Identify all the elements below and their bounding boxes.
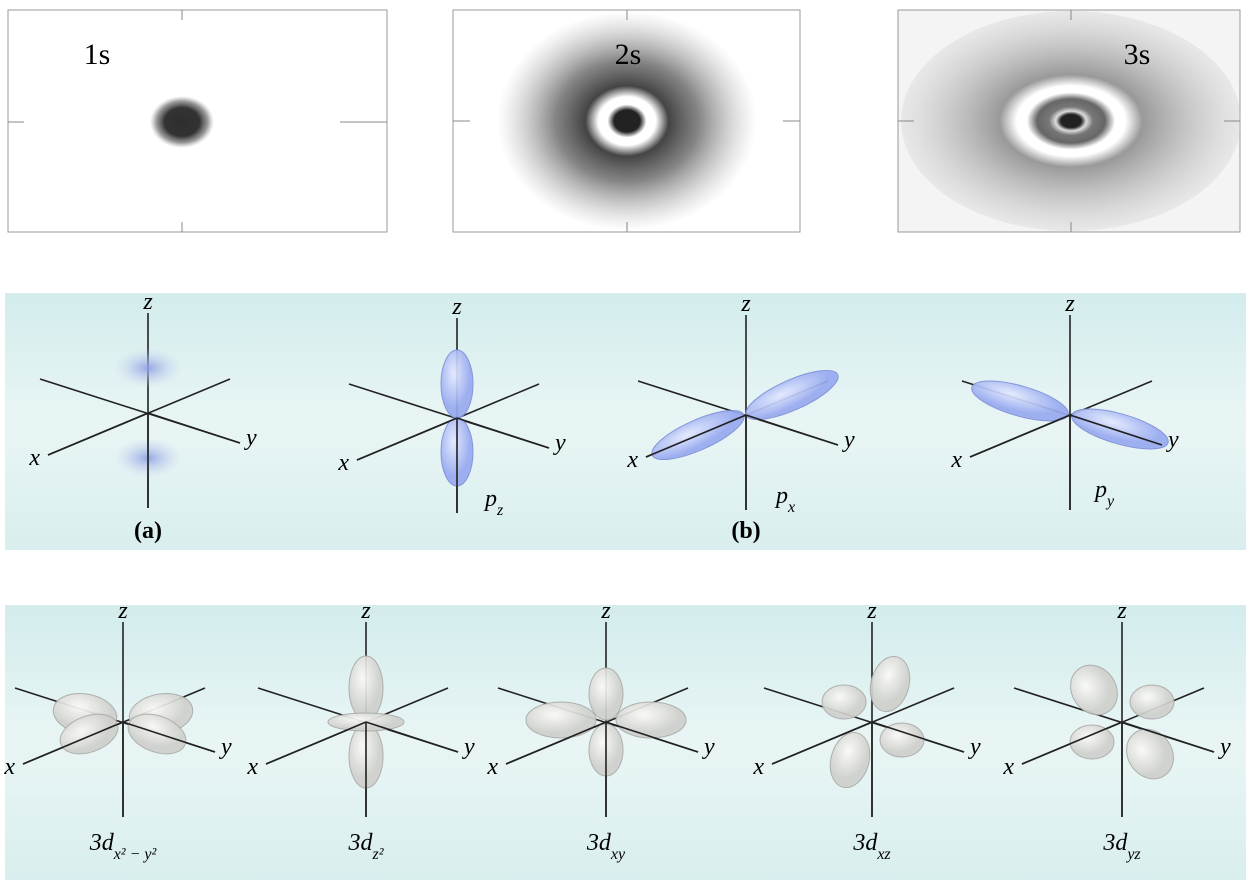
axis-label: x (752, 754, 764, 780)
label-main: 3d (347, 830, 373, 856)
orbital-lobe (441, 350, 473, 418)
label-main: 3d (1102, 830, 1128, 856)
s-label: 3s (1124, 38, 1151, 71)
label-sub: x² − y² (113, 846, 158, 863)
axis-label: y (1166, 427, 1179, 453)
axis-label: y (842, 427, 855, 453)
axis-label: z (866, 598, 877, 624)
label-main: p (1093, 477, 1107, 503)
label-sub: yz (1125, 846, 1141, 863)
orbital-lobe (616, 702, 686, 738)
label-sub: xz (876, 846, 891, 863)
axis-label: y (219, 734, 232, 760)
axis-label: x (950, 447, 962, 473)
axis-label: x (28, 445, 40, 471)
axis-label: x (3, 754, 15, 780)
orbital-lobe (589, 668, 623, 720)
label-sub: z (496, 502, 504, 519)
axis-label: x (1002, 754, 1014, 780)
caption: (a) (134, 518, 162, 544)
s-cloud (150, 96, 214, 148)
axis-label: y (1218, 734, 1231, 760)
label-sub: xy (610, 846, 626, 863)
label-sub: x (787, 499, 795, 516)
axis-label: x (246, 754, 258, 780)
s-label: 2s (615, 38, 642, 71)
axis-label: y (462, 734, 475, 760)
axis-label: y (553, 430, 566, 456)
axis-label: x (337, 450, 349, 476)
s-label: 1s (84, 38, 111, 71)
axis-label: z (600, 598, 611, 624)
orbital-lobe (526, 702, 596, 738)
label-main: 3d (586, 830, 612, 856)
label-main: 3d (852, 830, 878, 856)
axis-label: z (1116, 598, 1127, 624)
orbital-lobe (114, 348, 182, 388)
orbital-lobe (1070, 725, 1114, 759)
s-orbitals: 1s 2s 3s (8, 10, 1241, 232)
axis-label: y (968, 734, 981, 760)
orbital-lobe (1130, 685, 1174, 719)
label-sub: z² (371, 846, 384, 863)
label-main: p (774, 483, 788, 509)
axis-label: z (740, 291, 751, 317)
orbital-lobe (880, 723, 924, 757)
axis-label: z (1064, 291, 1075, 317)
orbital-lobe (822, 685, 866, 719)
orbital-lobe (349, 656, 383, 720)
label-sub: y (1105, 493, 1115, 510)
p-panel (5, 293, 1246, 550)
s-cloud (901, 11, 1241, 231)
axis-label: y (244, 425, 257, 451)
axis-label: z (142, 289, 153, 315)
d-panel (5, 605, 1246, 880)
axis-label: x (486, 754, 498, 780)
axis-label: x (626, 447, 638, 473)
label-main: p (483, 486, 497, 512)
axis-label: z (451, 294, 462, 320)
axis-label: z (117, 598, 128, 624)
axis-label: z (360, 598, 371, 624)
axis-label: y (702, 734, 715, 760)
label-main: 3d (89, 830, 115, 856)
page: 1s 2s 3s (a) (b) zxyzxypzzxypxzxypyzxy3d… (0, 0, 1246, 880)
caption: (b) (731, 518, 760, 544)
